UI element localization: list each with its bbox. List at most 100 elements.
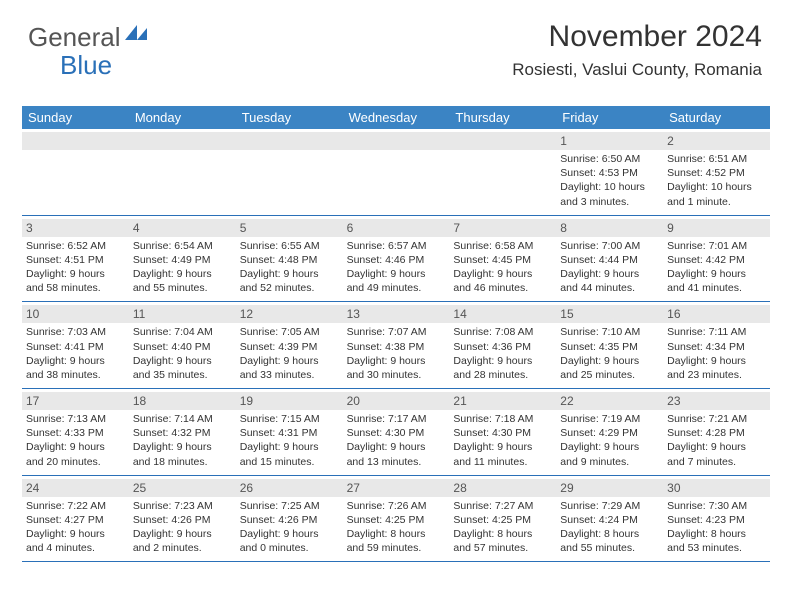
sun-info-line: Sunset: 4:36 PM <box>453 340 552 354</box>
sun-info: Sunrise: 7:14 AMSunset: 4:32 PMDaylight:… <box>133 412 232 469</box>
sun-info-line: Daylight: 9 hours <box>347 267 446 281</box>
sun-info-line: Sunset: 4:30 PM <box>347 426 446 440</box>
sun-info-line: and 44 minutes. <box>560 281 659 295</box>
day-number-blank <box>22 132 129 150</box>
sun-info-line: Daylight: 9 hours <box>453 267 552 281</box>
sun-info-line: Sunrise: 7:30 AM <box>667 499 766 513</box>
sun-info-line: Daylight: 9 hours <box>240 527 339 541</box>
sun-info: Sunrise: 7:25 AMSunset: 4:26 PMDaylight:… <box>240 499 339 556</box>
sun-info-line: Sunset: 4:51 PM <box>26 253 125 267</box>
day-number: 13 <box>343 305 450 323</box>
sun-info-line: Sunset: 4:26 PM <box>240 513 339 527</box>
week-row: 17Sunrise: 7:13 AMSunset: 4:33 PMDayligh… <box>22 388 770 475</box>
calendar-cell: 4Sunrise: 6:54 AMSunset: 4:49 PMDaylight… <box>129 216 236 302</box>
sun-info-line: Sunrise: 7:29 AM <box>560 499 659 513</box>
day-header-fri: Friday <box>556 106 663 129</box>
week-row: 3 Sunrise: 6:52 AMSunset: 4:51 PM Daylight… <box>22 215 770 302</box>
sun-info-line: and 30 minutes. <box>347 368 446 382</box>
location-text: Rosiesti, Vaslui County, Romania <box>512 60 762 80</box>
week-row: 10Sunrise: 7:03 AMSunset: 4:41 PMDayligh… <box>22 301 770 388</box>
sun-info-line: and 55 minutes. <box>560 541 659 555</box>
sun-info-line: Sunset: 4:46 PM <box>347 253 446 267</box>
sun-info: Sunrise: 7:03 AMSunset: 4:41 PMDaylight:… <box>26 325 125 382</box>
sun-info-line: Sunrise: 7:01 AM <box>667 239 766 253</box>
day-header-mon: Monday <box>129 106 236 129</box>
sun-info-line: Sunrise: 7:00 AM <box>560 239 659 253</box>
sun-info-line: and 2 minutes. <box>133 541 232 555</box>
sun-info-line: and 57 minutes. <box>453 541 552 555</box>
day-header-row: Sunday Monday Tuesday Wednesday Thursday… <box>22 106 770 129</box>
calendar-cell: 22Sunrise: 7:19 AMSunset: 4:29 PMDayligh… <box>556 389 663 475</box>
day-number: 19 <box>236 392 343 410</box>
sun-info-line: Sunset: 4:40 PM <box>133 340 232 354</box>
sun-info-line: Sunrise: 6:50 AM <box>560 152 659 166</box>
calendar-cell <box>129 129 236 215</box>
sun-info-line: Daylight: 9 hours <box>453 354 552 368</box>
sun-info: Sunrise: 7:26 AMSunset: 4:25 PMDaylight:… <box>347 499 446 556</box>
sun-info: Sunrise: 7:13 AMSunset: 4:33 PMDaylight:… <box>26 412 125 469</box>
sun-info-line: Daylight: 10 hours <box>560 180 659 194</box>
sun-info-line: Sunset: 4:26 PM <box>133 513 232 527</box>
sun-info: Sunrise: 7:11 AMSunset: 4:34 PMDaylight:… <box>667 325 766 382</box>
sun-info-line: and 9 minutes. <box>560 455 659 469</box>
sun-info-line: and 41 minutes. <box>667 281 766 295</box>
sun-info: Sunrise: 6:51 AMSunset: 4:52 PMDaylight:… <box>667 152 766 209</box>
sun-info-line: Sunrise: 7:23 AM <box>133 499 232 513</box>
calendar-cell: 14Sunrise: 7:08 AMSunset: 4:36 PMDayligh… <box>449 302 556 388</box>
calendar-cell: 25Sunrise: 7:23 AMSunset: 4:26 PMDayligh… <box>129 476 236 562</box>
calendar: Sunday Monday Tuesday Wednesday Thursday… <box>22 106 770 562</box>
sun-info: Sunrise: 6:55 AMSunset: 4:48 PMDaylight:… <box>240 239 339 296</box>
sun-info: Sunrise: 7:08 AMSunset: 4:36 PMDaylight:… <box>453 325 552 382</box>
sun-info: Sunrise: 6:57 AMSunset: 4:46 PMDaylight:… <box>347 239 446 296</box>
day-number-blank <box>236 132 343 150</box>
sun-info-line: Sunset: 4:32 PM <box>133 426 232 440</box>
calendar-cell <box>343 129 450 215</box>
sun-info-line: Daylight: 9 hours <box>240 354 339 368</box>
sun-info: Sunrise: 6:50 AMSunset: 4:53 PMDaylight:… <box>560 152 659 209</box>
sun-info-line: Daylight: 9 hours <box>560 354 659 368</box>
sun-info-line: Sunset: 4:31 PM <box>240 426 339 440</box>
logo-triangle-icon <box>125 22 149 40</box>
sun-info-line: Sunrise: 7:25 AM <box>240 499 339 513</box>
day-number: 12 <box>236 305 343 323</box>
week-row: 24Sunrise: 7:22 AMSunset: 4:27 PMDayligh… <box>22 475 770 562</box>
day-number: 25 <box>129 479 236 497</box>
sun-info-line: Sunset: 4:49 PM <box>133 253 232 267</box>
sun-info-line: Sunrise: 7:13 AM <box>26 412 125 426</box>
calendar-cell: 12 Sunrise: 7:05 AMSunset: 4:39 PMDayligh… <box>236 302 343 388</box>
day-number: 15 <box>556 305 663 323</box>
sun-info: Sunrise: 7:05 AMSunset: 4:39 PMDaylight:… <box>240 325 339 382</box>
sun-info-line: and 49 minutes. <box>347 281 446 295</box>
sun-info-line: and 18 minutes. <box>133 455 232 469</box>
sun-info-line: and 52 minutes. <box>240 281 339 295</box>
calendar-cell: 9Sunrise: 7:01 AMSunset: 4:42 PMDaylight… <box>663 216 770 302</box>
sun-info-line: Sunrise: 7:18 AM <box>453 412 552 426</box>
day-number: 3 <box>22 219 129 237</box>
day-number: 11 <box>129 305 236 323</box>
sun-info-line: and 53 minutes. <box>667 541 766 555</box>
calendar-cell: 15Sunrise: 7:10 AMSunset: 4:35 PMDayligh… <box>556 302 663 388</box>
sun-info-line: Daylight: 8 hours <box>347 527 446 541</box>
day-number: 21 <box>449 392 556 410</box>
day-header-wed: Wednesday <box>343 106 450 129</box>
sun-info-line: Sunset: 4:39 PM <box>240 340 339 354</box>
sun-info: Sunrise: 7:30 AMSunset: 4:23 PMDaylight:… <box>667 499 766 556</box>
sun-info-line: Daylight: 9 hours <box>667 354 766 368</box>
sun-info-line: and 13 minutes. <box>347 455 446 469</box>
calendar-cell: 5 Sunrise: 6:55 AMSunset: 4:48 PMDaylight… <box>236 216 343 302</box>
sun-info-line: Sunset: 4:48 PM <box>240 253 339 267</box>
day-number: 23 <box>663 392 770 410</box>
sun-info-line: Sunrise: 6:52 AM <box>26 239 125 253</box>
logo: General Blue <box>28 22 149 53</box>
sun-info-line: and 20 minutes. <box>26 455 125 469</box>
calendar-cell: 24Sunrise: 7:22 AMSunset: 4:27 PMDayligh… <box>22 476 129 562</box>
sun-info: Sunrise: 7:19 AMSunset: 4:29 PMDaylight:… <box>560 412 659 469</box>
sun-info-line: Daylight: 9 hours <box>240 267 339 281</box>
day-number: 5 <box>236 219 343 237</box>
calendar-cell: 7Sunrise: 6:58 AMSunset: 4:45 PMDaylight… <box>449 216 556 302</box>
logo-text-blue: Blue <box>60 50 112 81</box>
sun-info-line: and 28 minutes. <box>453 368 552 382</box>
sun-info-line: Sunset: 4:25 PM <box>347 513 446 527</box>
calendar-cell <box>22 129 129 215</box>
day-number: 26 <box>236 479 343 497</box>
